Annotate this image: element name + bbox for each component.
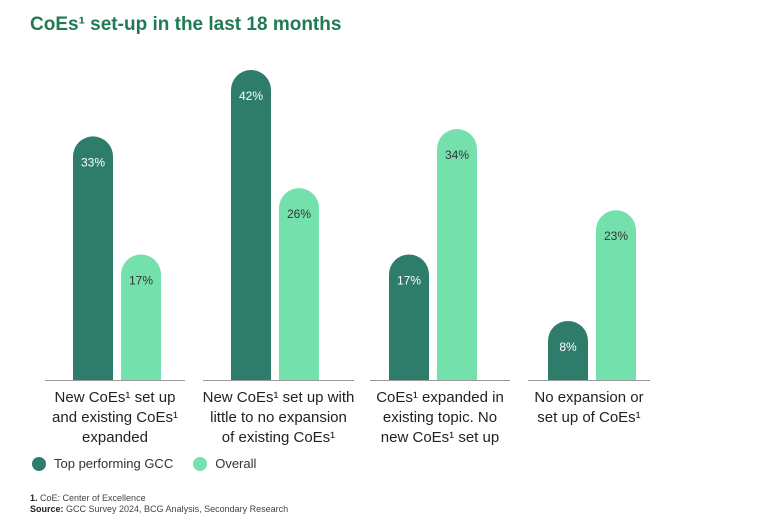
legend-swatch-top [32,456,46,471]
data-label: 17% [397,274,421,288]
bar-top [548,320,588,380]
category-label: New CoEs¹ set up [55,389,176,406]
bar-overall [279,188,319,380]
bar-overall [121,254,161,380]
data-label: 23% [604,229,628,243]
data-label: 42% [239,89,263,103]
category-label: CoEs¹ expanded in [376,389,504,406]
category-label: No expansion or [534,389,643,406]
footnotes: 1. CoE: Center of Excellence Source: GCC… [30,493,288,515]
category-label: expanded [82,429,148,446]
legend-label-overall: Overall [215,456,257,471]
category-label: of existing CoEs¹ [222,429,335,446]
legend-swatch-overall [193,456,208,471]
category-label: existing topic. No [383,409,497,426]
category-label: set up of CoEs¹ [537,409,640,426]
data-label: 33% [81,155,105,169]
category-label: new CoEs¹ set up [381,429,499,446]
bar-overall [596,210,636,380]
source-line: Source: GCC Survey 2024, BCG Analysis, S… [30,504,288,515]
bar-top [73,136,113,380]
legend: Top performing GCC Overall [32,456,268,471]
chart-title: CoEs¹ set-up in the last 18 months [30,14,342,35]
source-label: Source: [30,504,64,514]
data-label: 8% [559,340,577,354]
category-label: little to no expansion [210,409,347,426]
footnote-text: CoE: Center of Excellence [37,493,146,503]
bar-top [389,254,429,380]
footnote-1: 1. CoE: Center of Excellence [30,493,288,504]
footnote-marker: 1. [30,493,38,503]
data-label: 26% [287,207,311,221]
data-label: 17% [129,274,153,288]
legend-item-top: Top performing GCC [32,456,173,471]
category-label: New CoEs¹ set up with [203,389,355,406]
category-label: and existing CoEs¹ [52,409,178,426]
bar-overall [437,129,477,380]
legend-label-top: Top performing GCC [54,456,174,471]
legend-item-overall: Overall [193,456,256,471]
data-label: 34% [445,148,469,162]
source-text: GCC Survey 2024, BCG Analysis, Secondary… [63,504,289,514]
bar-top [231,70,271,380]
